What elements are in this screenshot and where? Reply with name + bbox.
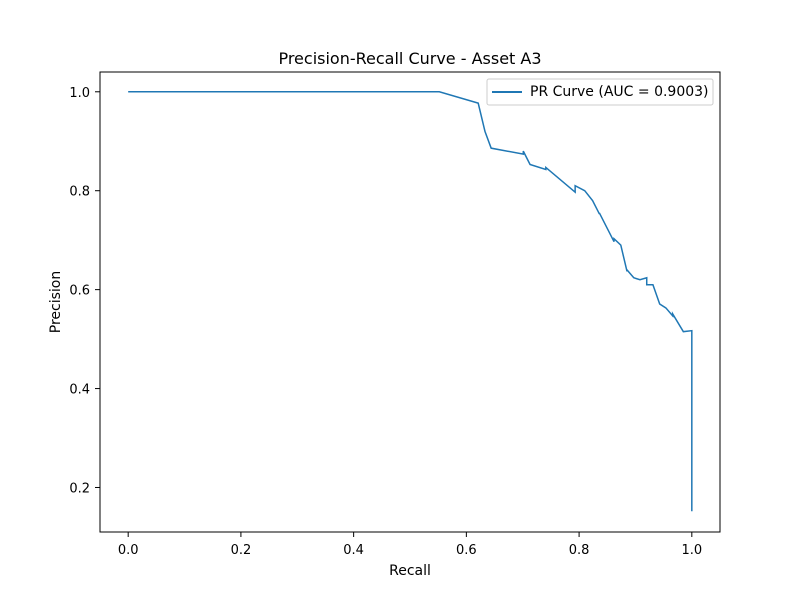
- x-axis-ticks: 0.0 0.2 0.4 0.6 0.8 1.0: [118, 532, 702, 558]
- x-axis-label: Recall: [389, 563, 431, 579]
- legend: PR Curve (AUC = 0.9003): [486, 78, 714, 106]
- y-tick-label: 0.6: [69, 284, 90, 299]
- y-tick-label: 1.0: [69, 86, 90, 101]
- x-tick-label: 0.6: [456, 543, 477, 558]
- pr-curve-line: [128, 91, 693, 512]
- legend-box: [486, 78, 714, 106]
- legend-series-label: PR Curve (AUC = 0.9003): [530, 84, 709, 100]
- chart-title: Precision-Recall Curve - Asset A3: [278, 49, 541, 68]
- y-axis-ticks: 0.2 0.4 0.6 0.8 1.0: [69, 86, 100, 496]
- y-tick-label: 0.2: [69, 481, 90, 496]
- axes-frame: [99, 71, 721, 533]
- x-tick-label: 0.2: [231, 543, 252, 558]
- x-tick-label: 0.4: [343, 543, 364, 558]
- x-tick-label: 1.0: [681, 543, 702, 558]
- x-tick-label: 0.8: [569, 543, 590, 558]
- y-tick-label: 0.4: [69, 383, 90, 398]
- y-axis-label: Precision: [48, 271, 64, 333]
- y-tick-label: 0.8: [69, 185, 90, 200]
- x-tick-label: 0.0: [118, 543, 139, 558]
